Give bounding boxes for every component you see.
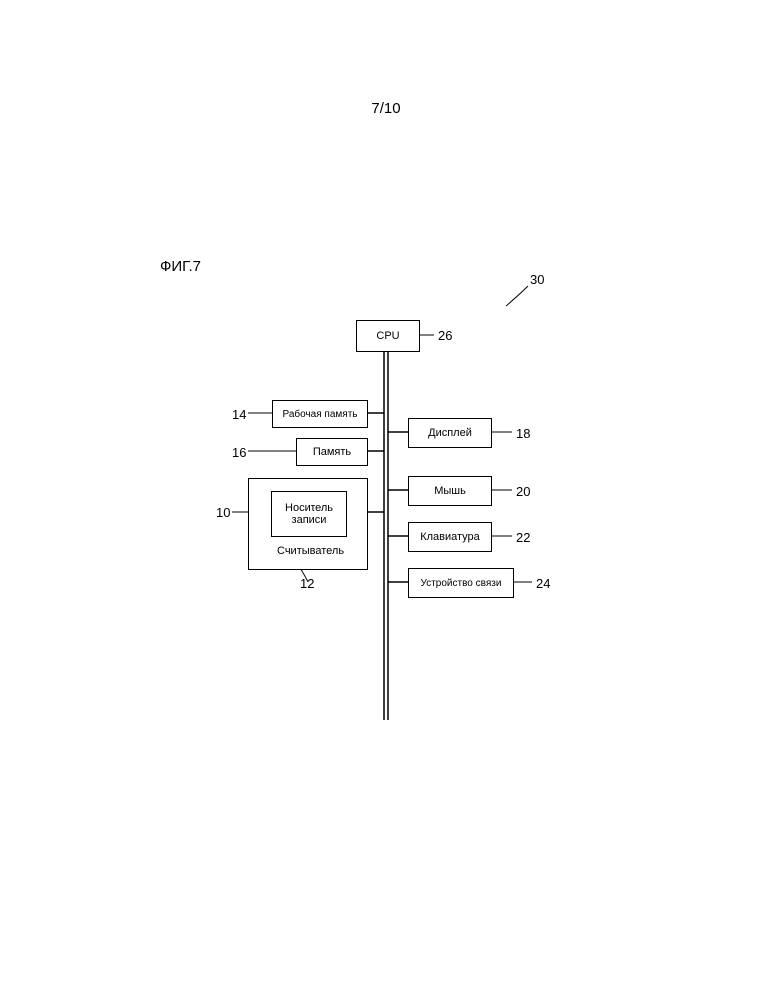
reader-label: Считыватель xyxy=(277,545,344,557)
memory-ref: 16 xyxy=(232,445,246,460)
comm-label: Устройство связи xyxy=(421,578,502,589)
memory-block: Память xyxy=(296,438,368,466)
display-block: Дисплей xyxy=(408,418,492,448)
mouse-label: Мышь xyxy=(434,485,466,497)
display-label: Дисплей xyxy=(428,427,472,439)
comm-block: Устройство связи xyxy=(408,568,514,598)
cpu-label: CPU xyxy=(376,330,399,342)
ram-label: Рабочая память xyxy=(283,409,358,420)
diagram-lines xyxy=(0,0,772,999)
ram-ref: 14 xyxy=(232,407,246,422)
keyboard-label: Клавиатура xyxy=(420,531,480,543)
reader-block: Носиτель записи Считыватель xyxy=(248,478,368,570)
memory-label: Память xyxy=(313,446,351,458)
page: 7/10 ФИГ.7 30 CPU 2 xyxy=(0,0,772,999)
display-ref: 18 xyxy=(516,426,530,441)
cpu-block: CPU xyxy=(356,320,420,352)
cpu-ref: 26 xyxy=(438,328,452,343)
mouse-ref: 20 xyxy=(516,484,530,499)
comm-ref: 24 xyxy=(536,576,550,591)
reader-ref: 12 xyxy=(300,576,314,591)
media-ref: 10 xyxy=(216,505,230,520)
keyboard-ref: 22 xyxy=(516,530,530,545)
keyboard-block: Клавиатура xyxy=(408,522,492,552)
media-label: Носиτель записи xyxy=(285,502,333,526)
mouse-block: Мышь xyxy=(408,476,492,506)
media-block: Носиτель записи xyxy=(271,491,347,537)
ram-block: Рабочая память xyxy=(272,400,368,428)
